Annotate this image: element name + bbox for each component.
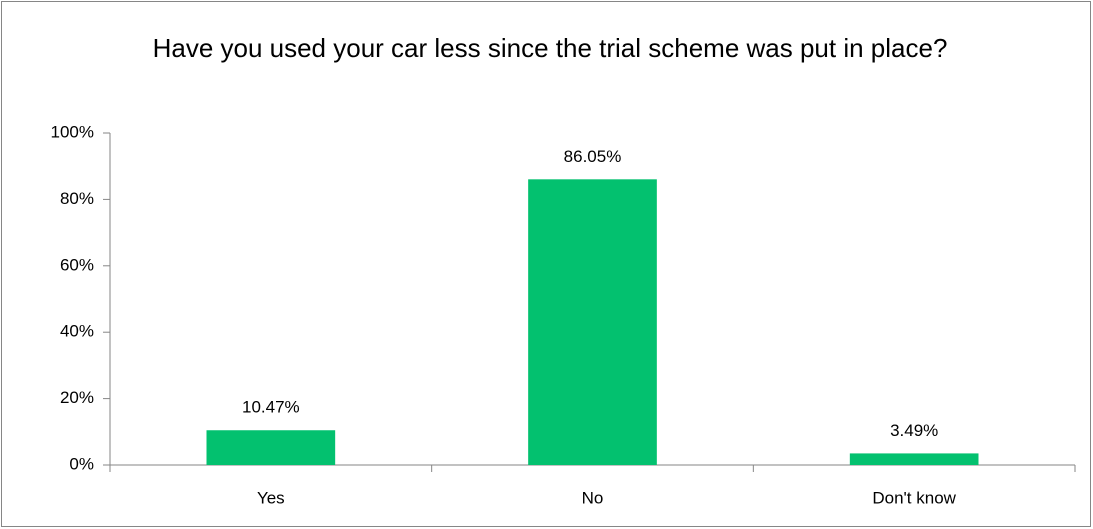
data-label: 10.47% (242, 398, 300, 417)
y-tick-label: 60% (60, 255, 94, 274)
y-tick-label: 20% (60, 388, 94, 407)
x-tick-label: Yes (257, 488, 285, 507)
chart-title: Have you used your car less since the tr… (152, 33, 948, 63)
y-tick-label: 100% (51, 122, 94, 141)
data-label: 86.05% (564, 147, 622, 166)
bar (206, 430, 336, 465)
bar (849, 453, 979, 465)
y-tick-label: 40% (60, 322, 94, 341)
bar (528, 179, 657, 465)
data-label: 3.49% (890, 421, 938, 440)
y-tick-label: 0% (69, 454, 94, 473)
x-tick-label: Don't know (872, 488, 956, 507)
x-tick-label: No (582, 488, 604, 507)
y-tick-label: 80% (60, 189, 94, 208)
